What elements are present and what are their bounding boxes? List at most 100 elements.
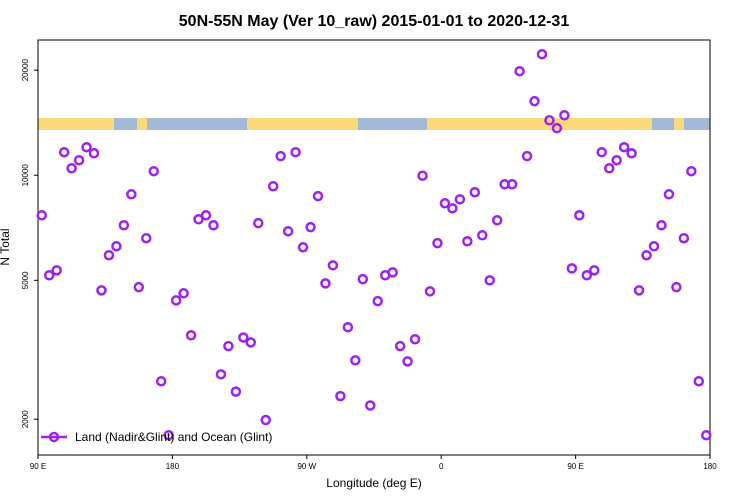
data-point [551, 122, 563, 134]
data-point [51, 265, 62, 276]
data-point [148, 165, 159, 177]
data-point [462, 236, 473, 247]
data-point [141, 232, 152, 244]
data-point [432, 237, 443, 249]
data-point [111, 241, 122, 252]
data-point [58, 146, 70, 158]
data-point [447, 203, 458, 214]
data-point [163, 429, 174, 441]
data-point [133, 281, 145, 293]
data-point [96, 285, 107, 296]
x-axis-label: Longitude (deg E) [326, 476, 421, 490]
data-point [297, 241, 309, 253]
data-point [656, 220, 667, 231]
data-point [439, 198, 451, 209]
data-point [81, 141, 92, 153]
data-point [678, 232, 690, 244]
data-point [611, 154, 622, 166]
data-point [387, 267, 398, 278]
data-point [544, 115, 555, 126]
data-point [663, 189, 675, 200]
data-point [43, 270, 55, 281]
data-point [402, 356, 413, 367]
data-point [648, 241, 660, 252]
data-point [170, 295, 182, 306]
data-point [200, 210, 212, 221]
data-point [155, 375, 167, 387]
data-point [626, 148, 637, 159]
data-point [342, 321, 354, 333]
data-point [312, 190, 324, 202]
chart-title: 50N-55N May (Ver 10_raw) 2015-01-01 to 2… [179, 13, 570, 30]
data-point [178, 288, 189, 299]
data-point [491, 215, 503, 226]
data-point [320, 278, 331, 289]
data-point [185, 330, 197, 341]
data-point [633, 285, 645, 296]
x-tick-label: 0 [439, 462, 444, 471]
data-point [596, 146, 607, 158]
data-point [208, 220, 219, 231]
y-tick-label: 5000 [21, 271, 30, 289]
data-point [365, 400, 376, 411]
data-point [193, 214, 204, 225]
x-tick-label: 90 W [297, 462, 316, 471]
data-point [469, 186, 481, 198]
data-point [88, 148, 100, 159]
y-tick-label: 20000 [21, 58, 30, 81]
data-point [36, 210, 47, 221]
x-tick-label: 180 [166, 462, 180, 471]
data-point [223, 340, 234, 352]
x-tick-label: 90 E [30, 462, 46, 471]
data-point [484, 275, 495, 286]
legend-label: Land (Nadir&Glint) and Ocean (Glint) [75, 430, 272, 444]
data-point [327, 260, 339, 271]
y-tick-label: 2000 [21, 410, 30, 428]
data-point [417, 170, 428, 181]
data-point [454, 194, 466, 205]
data-point [686, 165, 697, 177]
data-point [73, 154, 85, 166]
plot-frame [37, 39, 711, 456]
data-point [335, 390, 346, 402]
data-point [693, 375, 705, 387]
data-point [282, 226, 294, 237]
data-point [529, 95, 540, 107]
data-point [394, 340, 406, 352]
data-point [536, 48, 548, 60]
data-point [559, 110, 570, 121]
data-point [424, 286, 436, 297]
data-point [566, 263, 578, 274]
data-point [238, 332, 249, 343]
data-point [275, 150, 286, 162]
data-point [126, 189, 137, 200]
legend-marker [48, 431, 60, 443]
data-point [66, 163, 77, 174]
data-point [641, 249, 652, 261]
y-tick-label: 10000 [21, 164, 30, 187]
data-point [215, 369, 227, 380]
data-point [372, 295, 383, 307]
data-point [618, 141, 630, 153]
data-point [245, 337, 257, 348]
data-point [357, 273, 369, 285]
land-ocean-strip [38, 118, 710, 130]
x-tick-label: 90 E [567, 462, 583, 471]
data-point [514, 65, 525, 77]
data-point [118, 220, 130, 231]
data-point [701, 429, 712, 441]
data-point [305, 221, 316, 233]
data-point [253, 217, 264, 229]
data-point [409, 334, 421, 345]
data-point [267, 180, 279, 192]
data-point [521, 150, 533, 162]
data-point [260, 414, 271, 426]
x-tick-label: 180 [703, 462, 717, 471]
y-axis-label: N Total [0, 228, 12, 265]
data-point [230, 386, 242, 397]
data-point [506, 179, 518, 190]
data-point [603, 163, 615, 174]
data-point [581, 270, 593, 281]
data-point [350, 355, 361, 366]
